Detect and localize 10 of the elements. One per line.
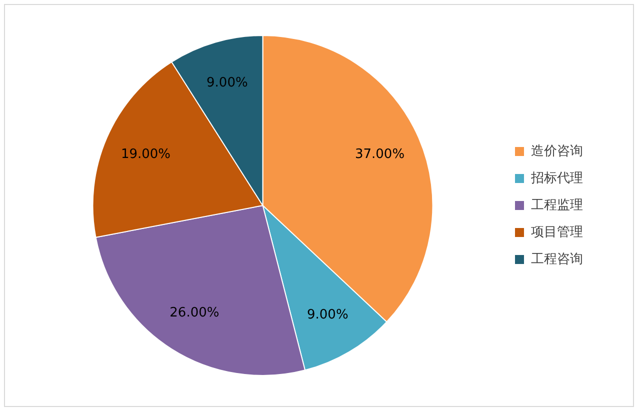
data-label: 19.00% [120, 147, 171, 162]
data-label: 37.00% [354, 147, 405, 162]
legend-label: 招标代理 [530, 170, 583, 186]
legend-label: 工程监理 [531, 198, 583, 213]
legend-label: 造价咨询 [531, 144, 583, 159]
data-label: 9.00% [306, 308, 348, 323]
data-label: 9.00% [206, 75, 248, 90]
legend-label: 工程咨询 [531, 252, 583, 267]
legend-label: 项目管理 [531, 224, 583, 240]
data-label: 26.00% [170, 306, 220, 321]
